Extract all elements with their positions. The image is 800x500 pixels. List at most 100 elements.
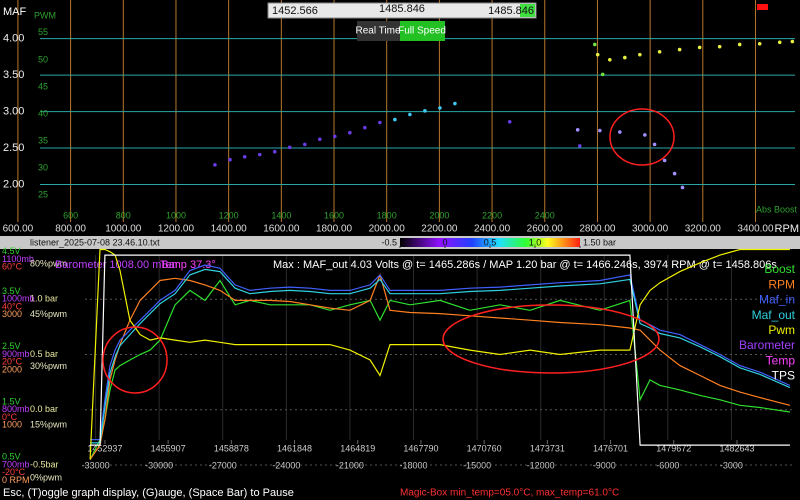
scatter-point xyxy=(577,144,582,148)
x2-tick-label: 1470760 xyxy=(467,443,502,453)
x2-tick-label: 1467790 xyxy=(403,443,438,453)
x-tick-label: 3400.00 xyxy=(737,224,774,235)
legend-entry: TPS xyxy=(772,369,795,383)
y2-tick-label: 40 xyxy=(38,108,48,118)
series-line xyxy=(89,279,790,460)
y-tick-label: -0.5bar xyxy=(30,459,59,469)
scatter-point xyxy=(672,171,677,176)
scatter-point xyxy=(302,142,307,147)
scatter-point xyxy=(213,163,217,167)
y-tick-label: 2.00 xyxy=(3,178,24,190)
scatter-point xyxy=(600,72,605,77)
legend-entry: Barometer xyxy=(739,338,795,352)
left-scale-label: 1000mb xyxy=(2,294,35,304)
y-tick-label: 0.0 bar xyxy=(30,404,58,414)
colorbar-label: 0.5 xyxy=(484,237,497,247)
colorbar-ticks: -0.5 0 0.5 1.0 1.50 bar xyxy=(381,237,616,248)
scatter-point xyxy=(618,130,622,134)
colorbar-label: 1.0 xyxy=(529,237,542,247)
scatter-point xyxy=(438,106,442,110)
x-tick-label: 1200.00 xyxy=(158,224,195,235)
series-line xyxy=(90,268,791,444)
scatter-point xyxy=(333,134,337,139)
series-line xyxy=(90,254,790,446)
annotation: Barometer 1008.00 mBar xyxy=(55,259,179,271)
x2-tick-label: 2200 xyxy=(482,210,502,220)
scatter-point xyxy=(652,142,657,147)
fullspeed-button[interactable] xyxy=(400,21,445,41)
file-name: listener_2025-07-08 23.46.10.txt xyxy=(30,237,160,247)
y-tick-label: 3.00 xyxy=(3,105,24,117)
highlight-ellipse xyxy=(442,304,660,374)
realtime-label[interactable]: Real Time xyxy=(355,26,400,37)
left-scale-label: 3.5V xyxy=(2,286,21,296)
x-tick-label: 2000.00 xyxy=(369,224,406,235)
x-tick-label: 2800.00 xyxy=(579,224,616,235)
y-axis-label: MAF xyxy=(3,6,27,18)
x2-tick-label: 1455907 xyxy=(151,443,186,453)
x2-tick-label: 1452937 xyxy=(87,443,122,453)
x-axis-label: RPM xyxy=(775,223,799,235)
x-tick-label: 3200.00 xyxy=(685,224,722,235)
time-window xyxy=(267,2,537,19)
x2-axis-label: Abs Boost xyxy=(756,204,798,214)
scatter-point xyxy=(608,57,612,62)
x2-tick-label: 600 xyxy=(63,210,78,220)
scatter-point xyxy=(593,42,597,47)
legend-entry: Boost xyxy=(764,262,795,276)
series-line xyxy=(90,264,791,441)
x2-tick-label: 1482643 xyxy=(719,443,754,453)
left-scale-label: 2.5V xyxy=(2,341,21,351)
fullspeed-label[interactable]: Full Speed xyxy=(398,26,446,37)
x-tick-label: -27000 xyxy=(209,460,237,470)
scatter-point xyxy=(643,133,647,137)
scatter-point xyxy=(363,125,367,130)
x2-tick-label: 1200 xyxy=(219,210,239,220)
y-tick-label: 3.50 xyxy=(3,69,24,81)
scatter-point xyxy=(287,145,292,150)
y2-tick-label: 55 xyxy=(38,27,48,37)
colorbar xyxy=(400,238,580,247)
time-end: 1485.846 xyxy=(488,5,534,17)
x2-tick-label: 1400 xyxy=(271,210,291,220)
left-scale-label: 1.5V xyxy=(2,396,21,406)
x-tick-label: 2200.00 xyxy=(421,224,458,235)
scatter-point xyxy=(257,152,262,157)
status-text: Magic-Box min_temp=05.0°C, max_temp=61.0… xyxy=(400,488,619,499)
scatter-point xyxy=(575,128,580,132)
x2-tick-label: 2400 xyxy=(535,210,555,220)
left-scale-label: 0%pwm xyxy=(30,473,62,483)
x2-tick-label: 1473731 xyxy=(530,443,565,453)
x-tick-label: -18000 xyxy=(399,460,427,470)
series-line xyxy=(89,248,790,460)
x2-tick-label: 1600 xyxy=(324,210,344,220)
x-tick-label: 1400.00 xyxy=(211,224,248,235)
x2-tick-label: 1464819 xyxy=(340,443,375,453)
x2-tick-label: 2000 xyxy=(429,210,449,220)
realtime-button[interactable] xyxy=(357,21,400,41)
left-scale-label: 80%pwm xyxy=(30,258,67,268)
left-scale-label: 1100mb xyxy=(2,254,34,264)
x-tick-label: -21000 xyxy=(336,460,364,470)
left-scale-label: 800mb xyxy=(2,404,30,414)
scatter-point xyxy=(717,44,722,49)
scatter-point xyxy=(242,155,247,159)
highlight-ellipse xyxy=(609,108,675,166)
footer xyxy=(0,486,800,500)
y2-tick-label: 35 xyxy=(38,135,48,145)
time-marker xyxy=(520,4,535,17)
legend-entry: Temp xyxy=(766,353,796,367)
x2-tick-label: 1476701 xyxy=(593,443,628,453)
scatter-point xyxy=(737,42,742,47)
legend-entry: Maf_in xyxy=(759,293,795,307)
scatter-point xyxy=(453,101,457,106)
left-scale-label: 60°C xyxy=(2,262,23,272)
legend-entry: RPM xyxy=(768,277,795,291)
left-scale-label: 45%pwm xyxy=(30,309,67,319)
annotation: Max : MAF_out 4.03 Volts @ t= 1465.286s … xyxy=(273,259,777,271)
x2-tick-label: 1458878 xyxy=(214,443,249,453)
scatter-point xyxy=(595,52,600,57)
scatter-point xyxy=(777,40,782,45)
x2-tick-label: 1000 xyxy=(166,210,186,220)
y-tick-label: 4.00 xyxy=(3,33,24,45)
